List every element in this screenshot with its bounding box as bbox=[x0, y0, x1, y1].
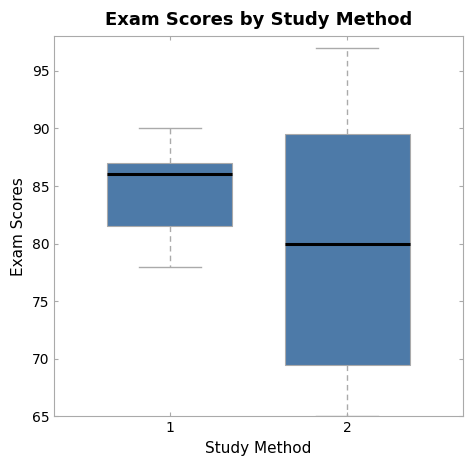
X-axis label: Study Method: Study Method bbox=[205, 441, 312, 456]
PathPatch shape bbox=[108, 163, 232, 226]
PathPatch shape bbox=[285, 134, 410, 365]
Title: Exam Scores by Study Method: Exam Scores by Study Method bbox=[105, 11, 412, 29]
Y-axis label: Exam Scores: Exam Scores bbox=[11, 177, 26, 276]
